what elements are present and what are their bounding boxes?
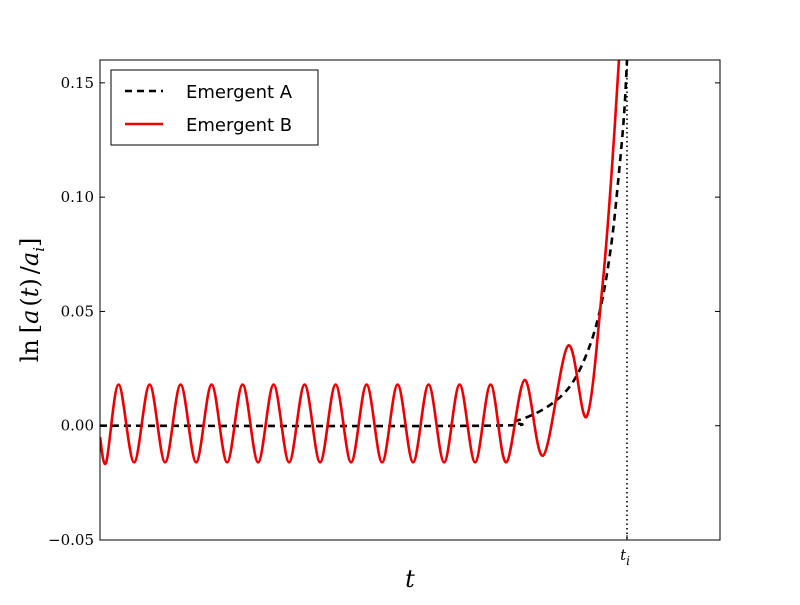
y-tick-label: 0.00: [61, 417, 94, 435]
legend-box: [110, 69, 319, 146]
x-tick-label: ti: [620, 546, 630, 568]
svg-text:ln[a(t)/ai]: ln[a(t)/ai]: [16, 238, 48, 363]
x-axis-label: t: [405, 565, 415, 593]
legend-label-emergent-a: Emergent A: [186, 82, 293, 103]
plot-frame: [99, 59, 721, 541]
y-tick-label: 0.15: [61, 74, 94, 92]
legend: Emergent A Emergent B: [110, 69, 319, 146]
series-line-emergent-a: [100, 60, 629, 428]
series-line-emergent-b: [100, 60, 621, 466]
y-tick-label: 0.10: [61, 188, 94, 206]
y-axis-label: ln[a(t)/ai]: [16, 238, 48, 363]
legend-label-emergent-b: Emergent B: [186, 115, 292, 136]
y-tick-label: −0.05: [48, 531, 94, 549]
y-tick-label: 0.05: [61, 302, 94, 320]
